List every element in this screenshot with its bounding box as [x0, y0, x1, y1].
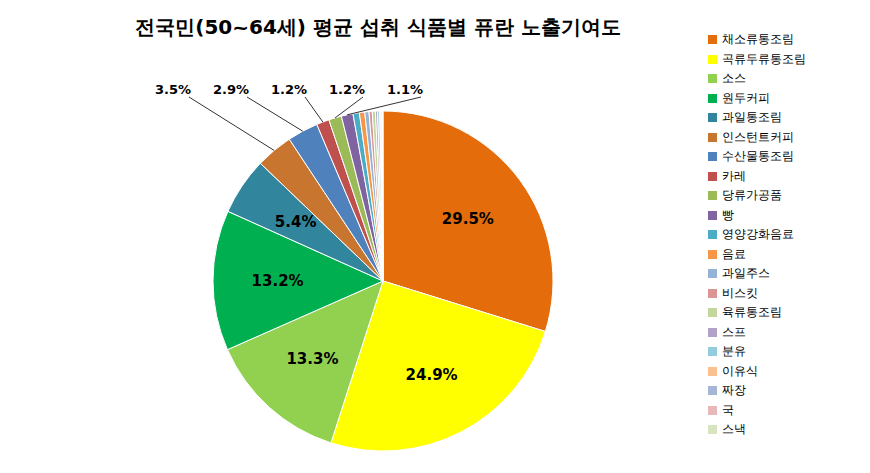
html-text:원두커피: 원두커피: [722, 90, 770, 105]
html-text:빵: 빵: [722, 207, 734, 222]
svg-text:13.2%: 13.2%: [252, 272, 304, 290]
svg-text:13.3%: 13.3%: [286, 350, 338, 368]
svg-text:1.2%: 1.2%: [329, 82, 365, 97]
html-text:곡류두류통조림: 곡류두류통조림: [722, 51, 806, 66]
html-text:스낵: 스낵: [722, 422, 746, 437]
html-text:카레: 카레: [722, 168, 746, 183]
html-text:채소류통조림: 채소류통조림: [722, 32, 794, 47]
svg-text:5.4%: 5.4%: [275, 213, 317, 231]
svg-text:1.2%: 1.2%: [271, 82, 307, 97]
html-text:영양강화음료: 영양강화음료: [722, 227, 794, 242]
html-text:짜장: 짜장: [722, 383, 746, 398]
svg-text:29.5%: 29.5%: [442, 210, 494, 228]
html-text:이유식: 이유식: [722, 363, 758, 378]
svg-text:2.9%: 2.9%: [213, 82, 249, 97]
html-text:인스턴트커피: 인스턴트커피: [722, 129, 794, 144]
html-text:비스킷: 비스킷: [722, 285, 758, 300]
html-text:스프: 스프: [722, 324, 746, 339]
html-text:전국민(50~64세) 평균 섭취 식품별 퓨란 노출기여도: 전국민(50~64세) 평균 섭취 식품별 퓨란 노출기여도: [135, 15, 621, 39]
html-text:분유: 분유: [722, 344, 746, 359]
html-text:과일통조림: 과일통조림: [722, 110, 782, 125]
svg-text:24.9%: 24.9%: [406, 366, 458, 384]
html-text:과일주스: 과일주스: [722, 266, 770, 281]
html-text:육류통조림: 육류통조림: [722, 305, 782, 320]
html-text:소스: 소스: [722, 71, 746, 86]
html-text:음료: 음료: [722, 246, 746, 261]
html-text:수산물통조림: 수산물통조림: [722, 149, 794, 164]
svg-text:1.1%: 1.1%: [387, 82, 423, 97]
html-text:국: 국: [722, 402, 734, 417]
html-text:당류가공품: 당류가공품: [722, 188, 782, 203]
svg-text:3.5%: 3.5%: [155, 82, 191, 97]
